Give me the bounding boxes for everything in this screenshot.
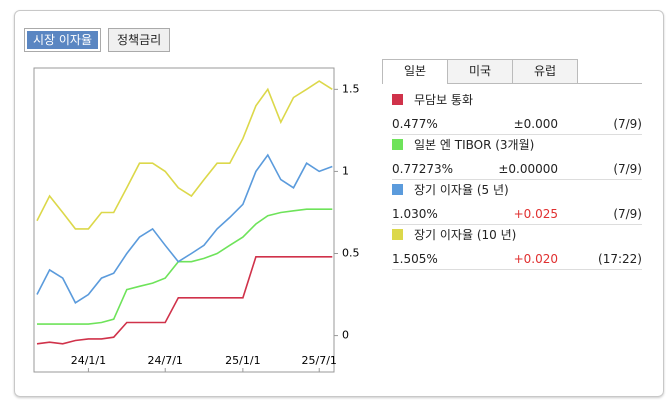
rate-value: 0.77273% <box>392 162 454 176</box>
rate-name: 장기 이자율 (5 년) <box>414 183 509 197</box>
rate-value: 1.030% <box>392 207 438 221</box>
rate-value: 0.477% <box>392 117 438 131</box>
rate-date: (7/9) <box>613 162 642 176</box>
rate-values-row: 1.030% +0.025 (7/9) <box>392 204 642 225</box>
rate-change: ±0.00000 <box>498 162 558 176</box>
rate-change: +0.020 <box>513 252 558 266</box>
panel <box>14 10 664 397</box>
rate-name: 일본 엔 TIBOR (3개월) <box>414 138 535 152</box>
legend-swatch <box>392 139 403 150</box>
legend-swatch <box>392 184 403 195</box>
rate-date: (7/9) <box>613 207 642 221</box>
region-tab[interactable]: 유럽 <box>512 59 578 83</box>
region-tabs: 일본 미국 유럽 <box>382 59 642 84</box>
region-tab[interactable]: 미국 <box>447 59 513 83</box>
market-tab[interactable]: 시장 이자율 <box>24 28 102 52</box>
rate-values-row: 0.477% ±0.000 (7/9) <box>392 114 642 135</box>
rate-change: ±0.000 <box>513 117 558 131</box>
rate-change: +0.025 <box>513 207 558 221</box>
rate-date: (7/9) <box>613 117 642 131</box>
rate-name: 장기 이자율 (10 년) <box>414 228 517 242</box>
region-tab[interactable]: 일본 <box>382 59 448 84</box>
rate-value: 1.505% <box>392 252 438 266</box>
rate-name: 무담보 통화 <box>414 93 474 107</box>
market-tab[interactable]: 정책금리 <box>108 28 171 52</box>
rate-date: (17:22) <box>598 252 642 266</box>
rate-values-row: 1.505% +0.020 (17:22) <box>392 249 642 270</box>
legend-swatch <box>392 94 403 105</box>
rate-values-row: 0.77273% ±0.00000 (7/9) <box>392 159 642 180</box>
legend-swatch <box>392 229 403 240</box>
